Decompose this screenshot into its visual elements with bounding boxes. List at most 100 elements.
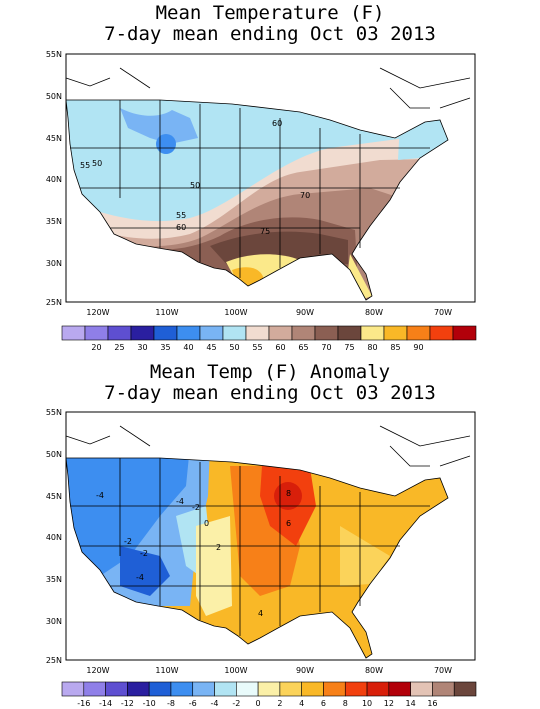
temperature-colorbar-tick-label: 50 xyxy=(229,343,239,352)
contour-label: 70 xyxy=(300,191,310,200)
temperature-colorbar-swatch xyxy=(360,325,385,341)
anomaly-colorbar-swatch xyxy=(61,681,85,697)
temperature-colorbar-tick-label: 65 xyxy=(298,343,308,352)
anomaly-colorbar-swatch xyxy=(105,681,128,697)
anomaly-colorbar-tick-label: 0 xyxy=(256,699,261,708)
anomaly-colorbar-swatch xyxy=(453,681,477,697)
contour-label: 60 xyxy=(176,223,186,232)
temperature-colorbar-swatch xyxy=(268,325,293,341)
anomaly-colorbar-tick-label: 4 xyxy=(299,699,304,708)
anomaly-colorbar-tick-label: -4 xyxy=(211,699,219,708)
temperature-colorbar-tick-label: 30 xyxy=(137,343,147,352)
anomaly-colorbar-swatch xyxy=(127,681,150,697)
temperature-colorbar-tick-label: 85 xyxy=(390,343,400,352)
lon-label: 100W xyxy=(224,666,247,675)
panel1-subtitle: 7-day mean ending Oct 03 2013 xyxy=(104,23,436,45)
contour-label: -4 xyxy=(176,497,184,506)
lat-label: 25N xyxy=(46,656,62,665)
anomaly-colorbar-swatch xyxy=(301,681,324,697)
contour-label: -4 xyxy=(96,491,104,500)
contour-label: 50 xyxy=(190,181,200,190)
lon-label: 70W xyxy=(434,308,452,317)
temperature-colorbar-swatch xyxy=(153,325,178,341)
lon-label: 90W xyxy=(296,308,314,317)
temperature-colorbar-swatch xyxy=(452,325,477,341)
temperature-colorbar-tick-label: 45 xyxy=(206,343,216,352)
contour-label: 60 xyxy=(272,119,282,128)
lat-label: 30N xyxy=(46,259,62,268)
temperature-colorbar-tick-label: 90 xyxy=(413,343,423,352)
anomaly-colorbar-swatch xyxy=(192,681,215,697)
lat-label: 45N xyxy=(46,134,62,143)
anomaly-colorbar-tick-label: -8 xyxy=(167,699,175,708)
temperature-colorbar-tick-label: 20 xyxy=(91,343,101,352)
temperature-colorbar-tick-label: 70 xyxy=(321,343,331,352)
panel2-title: Mean Temp (F) Anomaly xyxy=(149,361,391,383)
contour-label: 6 xyxy=(286,519,291,528)
temperature-colorbar-swatch xyxy=(222,325,247,341)
anomaly-colorbar-swatch xyxy=(236,681,259,697)
anomaly-colorbar-swatch xyxy=(214,681,237,697)
anomaly-colorbar-tick-label: 10 xyxy=(362,699,372,708)
anomaly-colorbar-tick-label: -2 xyxy=(232,699,240,708)
lon-label: 110W xyxy=(155,308,178,317)
temperature-colorbar-tick-label: 25 xyxy=(114,343,124,352)
temperature-colorbar-swatch xyxy=(406,325,431,341)
lon-label: 120W xyxy=(86,666,109,675)
anomaly-colorbar-tick-label: 12 xyxy=(384,699,394,708)
temperature-colorbar-swatch xyxy=(84,325,109,341)
anomaly-colorbar: -16 -14 -12 -10 -8 -6 -4 -2 0 2 4 6 8 10 12 14 16 xyxy=(61,681,477,708)
contour-label: -2 xyxy=(192,503,200,512)
lat-label: 55N xyxy=(46,50,62,59)
temperature-colorbar-tick-label: 80 xyxy=(367,343,377,352)
lon-label: 80W xyxy=(365,666,383,675)
anomaly-colorbar-swatch xyxy=(83,681,106,697)
lat-label: 40N xyxy=(46,175,62,184)
lat-label: 40N xyxy=(46,533,62,542)
contour-label: 50 xyxy=(92,159,102,168)
contour-label: -2 xyxy=(124,537,132,546)
anomaly-colorbar-swatch xyxy=(323,681,346,697)
temperature-colorbar-swatch xyxy=(107,325,132,341)
contour-label: 0 xyxy=(204,519,209,528)
lat-label: 30N xyxy=(46,617,62,626)
anomaly-colorbar-tick-label: -12 xyxy=(121,699,134,708)
anomaly-colorbar-swatch xyxy=(388,681,411,697)
anomaly-colorbar-tick-label: -14 xyxy=(99,699,112,708)
temperature-colorbar-swatch xyxy=(429,325,454,341)
temperature-colorbar-swatch xyxy=(337,325,362,341)
anomaly-colorbar-tick-label: 8 xyxy=(343,699,348,708)
lon-label: 70W xyxy=(434,666,452,675)
temperature-colorbar-swatch xyxy=(314,325,339,341)
anomaly-colorbar-swatch xyxy=(432,681,455,697)
contour-label: 75 xyxy=(260,227,270,236)
contour-label: 4 xyxy=(258,609,263,618)
anomaly-colorbar-tick-label: 16 xyxy=(427,699,437,708)
anomaly-colorbar-swatch xyxy=(366,681,390,697)
contour-label: 55 xyxy=(80,161,90,170)
anomaly-colorbar-swatch xyxy=(279,681,302,697)
temperature-colorbar-tick-label: 75 xyxy=(344,343,354,352)
lat-label: 50N xyxy=(46,92,62,101)
temperature-colorbar-tick-label: 55 xyxy=(252,343,262,352)
temperature-colorbar-swatch xyxy=(383,325,408,341)
anomaly-colorbar-swatch xyxy=(410,681,433,697)
temperature-colorbar-swatch xyxy=(61,325,86,341)
temperature-colorbar-tick-label: 40 xyxy=(183,343,193,352)
anomaly-colorbar-tick-label: -6 xyxy=(189,699,197,708)
temperature-colorbar-swatch xyxy=(291,325,316,341)
anomaly-colorbar-swatch xyxy=(344,681,368,697)
temperature-colorbar-tick-label: 35 xyxy=(160,343,170,352)
anomaly-colorbar-swatch xyxy=(257,681,281,697)
contour-label: -4 xyxy=(136,573,144,582)
temperature-map: 55 50 50 55 60 60 70 75 55N 50N 45N 40N … xyxy=(46,50,476,317)
anomaly-colorbar-tick-label: 14 xyxy=(406,699,416,708)
anomaly-colorbar-tick-label: -16 xyxy=(77,699,90,708)
temperature-colorbar-tick-label: 60 xyxy=(275,343,285,352)
temperature-colorbar-swatch xyxy=(245,325,270,341)
lon-label: 90W xyxy=(296,666,314,675)
lat-label: 35N xyxy=(46,575,62,584)
temperature-colorbar-swatch xyxy=(130,325,155,341)
contour-label: 8 xyxy=(286,489,291,498)
anomaly-colorbar-swatch xyxy=(170,681,194,697)
